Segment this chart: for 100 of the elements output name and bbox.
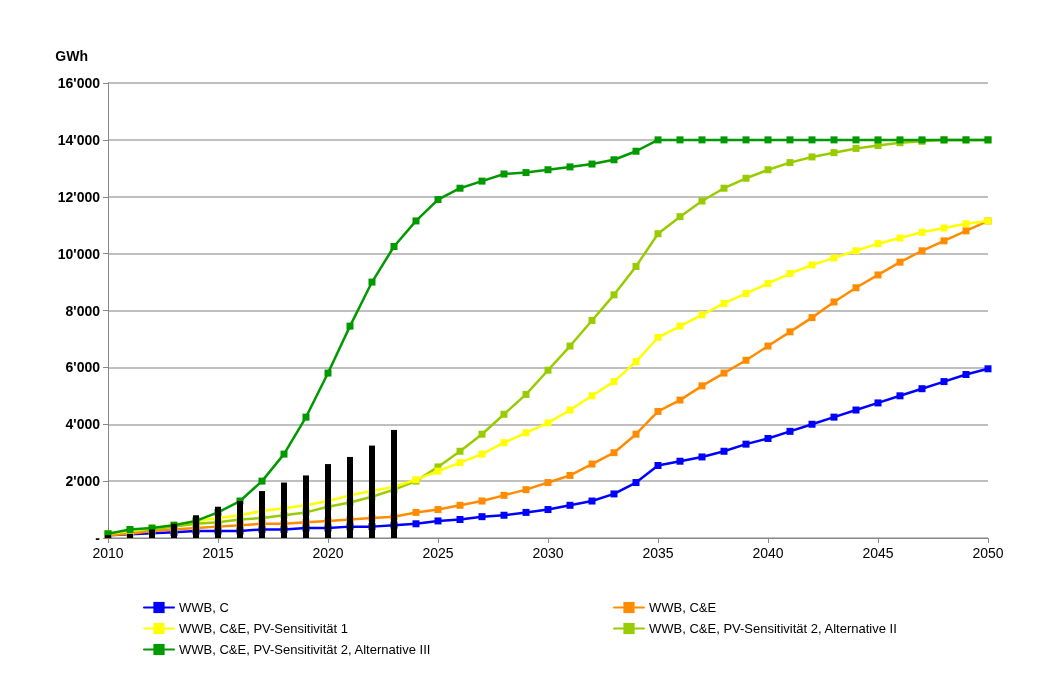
point: [478, 450, 486, 458]
point: [566, 163, 574, 171]
point: [456, 516, 464, 524]
x-tick-label: 2050: [972, 545, 1004, 561]
point: [456, 501, 464, 509]
y-tick-label: 10'000: [57, 245, 101, 262]
point: [698, 453, 706, 461]
point: [742, 356, 750, 364]
point: [544, 419, 552, 427]
point: [500, 170, 508, 178]
bar: [281, 482, 287, 538]
x-tick-label: 2010: [92, 545, 124, 561]
point: [940, 237, 948, 245]
y-tick-label: 6'000: [65, 359, 101, 376]
point: [764, 166, 772, 174]
point: [874, 240, 882, 248]
bar: [391, 429, 397, 538]
bar: [347, 456, 353, 538]
point: [940, 378, 948, 386]
bar: [215, 506, 221, 538]
point: [456, 459, 464, 467]
point: [456, 184, 464, 192]
point: [324, 369, 332, 377]
point: [566, 501, 574, 509]
point: [720, 369, 728, 377]
point: [830, 413, 838, 421]
point: [808, 153, 816, 161]
point: [610, 378, 618, 386]
point: [500, 491, 508, 499]
point: [588, 316, 596, 324]
y-tick-label: 14'000: [57, 131, 101, 148]
point: [676, 322, 684, 330]
point: [720, 184, 728, 192]
bar: [171, 523, 177, 538]
point: [434, 196, 442, 204]
legend-label: WWB, C&E: [649, 600, 717, 615]
point: [654, 136, 662, 144]
point: [500, 439, 508, 447]
point: [698, 136, 706, 144]
point: [786, 270, 794, 278]
point: [808, 314, 816, 322]
point: [720, 299, 728, 307]
point: [346, 322, 354, 330]
bar: [237, 501, 243, 538]
point: [412, 217, 420, 225]
bar: [193, 515, 199, 538]
point: [368, 278, 376, 286]
point: [632, 479, 640, 487]
point: [544, 479, 552, 487]
point: [808, 420, 816, 428]
point: [478, 177, 486, 185]
point: [962, 227, 970, 235]
point: [808, 261, 816, 269]
point: [720, 447, 728, 455]
point: [412, 508, 420, 516]
point: [544, 366, 552, 374]
point: [610, 291, 618, 299]
point: [742, 174, 750, 182]
bar: [369, 445, 375, 538]
point: [764, 136, 772, 144]
point: [698, 311, 706, 319]
x-tick-label: 2015: [202, 545, 234, 561]
y-tick-label: -: [95, 530, 101, 546]
point: [302, 413, 310, 421]
point: [258, 477, 266, 485]
point: [500, 511, 508, 519]
point: [698, 197, 706, 205]
x-tick-label: 2030: [532, 545, 564, 561]
legend-label: WWB, C&E, PV-Sensitivität 2, Alternative III: [179, 642, 431, 657]
point: [478, 513, 486, 521]
point: [742, 440, 750, 448]
y-tick-label: 12'000: [57, 188, 101, 205]
point: [852, 247, 860, 255]
point: [588, 497, 596, 505]
point: [874, 136, 882, 144]
point: [742, 136, 750, 144]
y-tick-label: 8'000: [65, 302, 101, 319]
x-tick-label: 2045: [862, 545, 894, 561]
point: [544, 166, 552, 174]
point: [390, 243, 398, 251]
point: [610, 156, 618, 164]
y-tick-label: 4'000: [65, 416, 101, 433]
point: [434, 517, 442, 525]
point: [456, 447, 464, 455]
point: [632, 358, 640, 366]
point: [918, 228, 926, 236]
point: [852, 406, 860, 414]
point: [896, 258, 904, 266]
bar: [259, 491, 265, 538]
point: [544, 506, 552, 514]
point: [764, 434, 772, 442]
legend-label: WWB, C&E, PV-Sensitivität 2, Alternative II: [649, 621, 897, 636]
point: [786, 136, 794, 144]
y-axis-title: GWh: [55, 48, 88, 64]
point: [698, 382, 706, 390]
y-tick-label: 16'000: [57, 75, 101, 91]
y-tick-label: 2'000: [65, 473, 101, 490]
point: [852, 284, 860, 292]
point: [808, 136, 816, 144]
point: [588, 460, 596, 468]
